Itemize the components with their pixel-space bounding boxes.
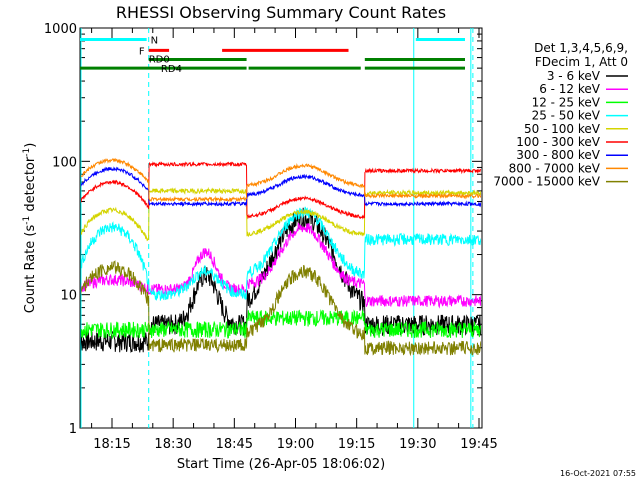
legend-entry-label: 300 - 800 keV <box>516 148 600 162</box>
legend-entry-label: 50 - 100 keV <box>524 122 601 136</box>
series-line <box>81 207 481 354</box>
series-traces <box>81 157 481 357</box>
legend-entry-label: 7000 - 15000 keV <box>493 175 600 189</box>
plot-frame <box>79 27 483 429</box>
x-tick-label: 19:45 <box>460 437 497 452</box>
x-tick-label: 19:30 <box>399 437 436 452</box>
y-axis-label-mid: detector <box>23 156 38 216</box>
x-tick-label: 18:15 <box>93 437 130 452</box>
flag-label-n: N <box>151 35 158 46</box>
legend-entry-label: 100 - 300 keV <box>516 135 600 149</box>
y-axis-label-sup2: -1 <box>22 148 32 157</box>
series-line <box>81 161 481 220</box>
x-tick-label: 18:30 <box>154 437 191 452</box>
timestamp: 16-Oct-2021 07:55 <box>560 469 636 478</box>
legend-header-1: Det 1,3,4,5,6,9, <box>534 41 628 55</box>
y-axis-label-sup1: -1 <box>22 216 32 225</box>
y-axis-label: Count Rate (s-1 detector-1) <box>22 143 38 314</box>
chart-title: RHESSI Observing Summary Count Rates <box>116 3 446 22</box>
y-axis-label-suffix: ) <box>23 143 38 148</box>
flag-label-rd4: RD4 <box>161 64 182 75</box>
flag-label-rd0: RD0 <box>149 55 170 66</box>
series-line <box>81 309 481 340</box>
x-tick-label: 19:00 <box>277 437 314 452</box>
legend-entry-label: 3 - 6 keV <box>547 69 601 83</box>
series-line <box>81 186 481 242</box>
y-tick-label: 10 <box>60 289 77 304</box>
legend-entry-label: 6 - 12 keV <box>539 82 601 96</box>
legend-entry-label: 12 - 25 keV <box>532 95 601 109</box>
y-tick-label: 100 <box>52 155 77 170</box>
x-tick-label: 18:45 <box>216 437 253 452</box>
legend-entry-label: 800 - 7000 keV <box>509 161 601 175</box>
chart-marks: 1 10 100 1000 18:15 18:30 18:45 19:00 19:15 19:30… <box>44 22 628 452</box>
y-tick-label: 1000 <box>44 22 77 37</box>
series-line <box>81 260 481 357</box>
y-axis-label-prefix: Count Rate (s <box>23 225 38 314</box>
flag-label-f: F <box>139 46 145 57</box>
series-line <box>81 206 481 301</box>
legend-header-2: FDecim 1, Att 0 <box>535 55 628 69</box>
x-axis-label: Start Time (26-Apr-05 18:06:02) <box>177 457 385 472</box>
y-tick-label: 1 <box>69 422 77 437</box>
x-tick-label: 19:15 <box>338 437 375 452</box>
series-line <box>81 157 481 203</box>
legend-entry-label: 25 - 50 keV <box>532 109 601 123</box>
series-line <box>81 166 481 208</box>
